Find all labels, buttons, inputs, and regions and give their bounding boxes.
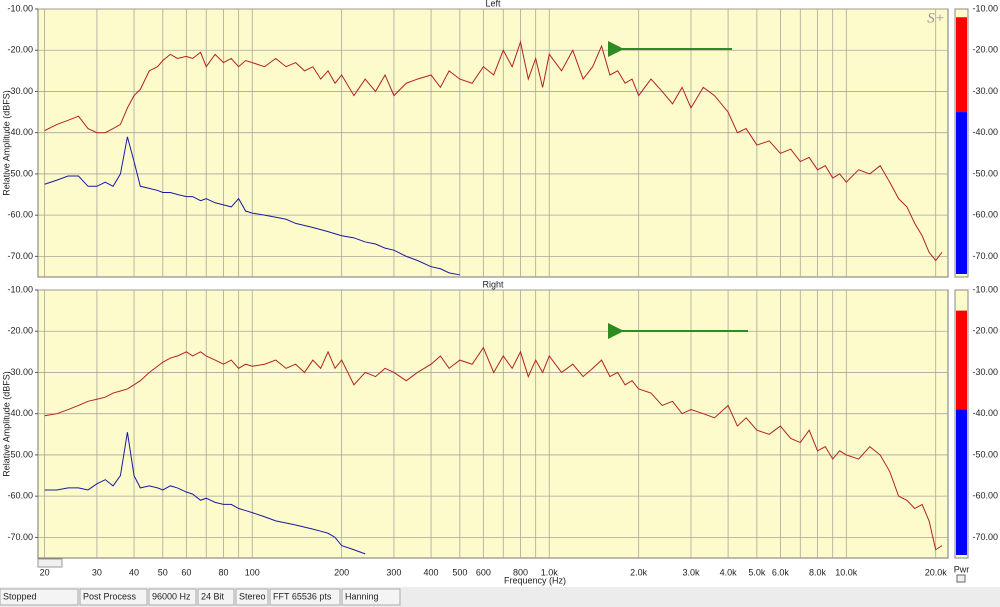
x-tick-label: 20	[40, 567, 50, 577]
meter-tick-label: -50.00	[972, 168, 998, 178]
meter-tick-label: -10.00	[972, 3, 998, 13]
x-tick-label: 600	[476, 567, 491, 577]
y-tick-label: -70.00	[7, 251, 33, 261]
y-tick-label: -60.00	[7, 491, 33, 501]
status-text: Stereo	[239, 591, 266, 601]
meter-level	[956, 409, 967, 555]
x-tick-label: 1.0k	[541, 567, 559, 577]
meter-tick-label: -40.00	[972, 127, 998, 137]
x-tick-label: 8.0k	[809, 567, 827, 577]
x-tick-label: 80	[218, 567, 228, 577]
y-tick-label: -20.00	[7, 326, 33, 336]
x-tick-label: 3.0k	[682, 567, 700, 577]
x-tick-label: 400	[424, 567, 439, 577]
status-text: 96000 Hz	[152, 591, 191, 601]
y-axis-label: Relative Amplitude (dBFS)	[1, 371, 11, 477]
meter-label: Pwr	[954, 564, 970, 574]
x-axis-label: Frequency (Hz)	[504, 575, 566, 585]
meter-tick-label: -60.00	[972, 210, 998, 220]
x-tick-label: 500	[452, 567, 467, 577]
status-cells: Stopped Post Process 96000 Hz 24 Bit Stereo F…	[0, 588, 401, 606]
x-tick-label: 50	[158, 567, 168, 577]
meter-tick-label: -40.00	[972, 408, 998, 418]
y-axis-label: Relative Amplitude (dBFS)	[1, 90, 11, 196]
x-tick-label: 100	[245, 567, 260, 577]
plots: Left Relative Amplitude (dBFS) -10.00 -10.0…	[1, 0, 998, 585]
status-cell	[269, 588, 341, 606]
x-tick-label: 4.0k	[720, 567, 738, 577]
y-tick-label: -60.00	[7, 210, 33, 220]
x-tick-label: 30	[92, 567, 102, 577]
logo: S+	[927, 10, 945, 26]
status-text: Hanning	[345, 591, 379, 601]
meter-tick-label: -20.00	[972, 326, 998, 336]
y-tick-label: -30.00	[7, 367, 33, 377]
spectrum-line	[44, 136, 460, 276]
y-tick-label: -50.00	[7, 168, 33, 178]
x-tick-label: 20.0k	[925, 567, 948, 577]
meter-tick-label: -20.00	[972, 45, 998, 55]
plot-area	[37, 8, 949, 278]
x-tick-label: 2.0k	[630, 567, 648, 577]
spectrum-line	[44, 40, 943, 262]
spectrum-line	[44, 432, 366, 555]
panel-title: Right	[482, 279, 504, 289]
meter-level	[956, 112, 967, 274]
status-cell	[235, 588, 269, 606]
status-cell	[0, 588, 79, 606]
status-cell	[79, 588, 148, 606]
meter-peak	[956, 17, 967, 113]
status-text: Post Process	[83, 591, 137, 601]
status-text: 24 Bit	[201, 591, 225, 601]
y-tick-label: -30.00	[7, 86, 33, 96]
y-tick-label: -10.00	[7, 284, 33, 294]
meter-tick-label: -10.00	[972, 284, 998, 294]
meter-tick-label: -50.00	[972, 449, 998, 459]
meter-tick-label: -70.00	[972, 251, 998, 261]
meter-peak	[956, 310, 967, 410]
spectrum-line	[44, 346, 943, 551]
panel-title: Left	[485, 0, 501, 8]
scrollbar[interactable]	[37, 558, 63, 568]
x-tick-label: 5.0k	[748, 567, 766, 577]
status-text: Stopped	[3, 591, 37, 601]
x-tick-label: 40	[129, 567, 139, 577]
status-cell	[197, 588, 235, 606]
x-tick-label: 6.0k	[772, 567, 790, 577]
meter-button[interactable]	[956, 574, 966, 583]
x-tick-label: 300	[386, 567, 401, 577]
status-cell	[148, 588, 197, 606]
status-text: FFT 65536 pts	[273, 591, 332, 601]
x-tick-label: 200	[334, 567, 349, 577]
y-tick-label: -20.00	[7, 45, 33, 55]
y-tick-label: -50.00	[7, 449, 33, 459]
status-cell	[341, 588, 401, 606]
y-tick-label: -40.00	[7, 127, 33, 137]
y-tick-label: -40.00	[7, 408, 33, 418]
meter-tick-label: -60.00	[972, 491, 998, 501]
meter-tick-label: -30.00	[972, 86, 998, 96]
plot-area	[37, 289, 949, 559]
meter-tick-label: -70.00	[972, 532, 998, 542]
x-tick-label: 800	[513, 567, 528, 577]
y-tick-label: -10.00	[7, 3, 33, 13]
meter-tick-label: -30.00	[972, 367, 998, 377]
y-tick-label: -70.00	[7, 532, 33, 542]
x-tick-label: 10.0k	[835, 567, 858, 577]
x-tick-label: 60	[181, 567, 191, 577]
